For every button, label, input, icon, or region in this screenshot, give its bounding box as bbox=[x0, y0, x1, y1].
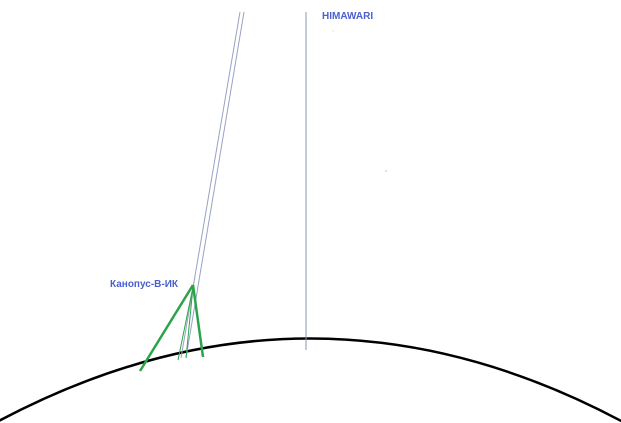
kanopus-view-edge-left bbox=[138, 284, 195, 372]
kanopus-view-inner-right bbox=[185, 286, 194, 359]
speck bbox=[385, 170, 387, 172]
kanopus-label: Канопус-В-ИК bbox=[110, 279, 179, 290]
himawari-label: HIMAWARI bbox=[322, 11, 374, 22]
speck bbox=[332, 30, 334, 32]
earth-surface-arc bbox=[0, 337, 621, 423]
kanopus-view-edge-right bbox=[191, 284, 205, 358]
kanopus-orbit-line-a bbox=[180, 11, 241, 359]
kanopus-view-inner-left bbox=[177, 286, 194, 361]
